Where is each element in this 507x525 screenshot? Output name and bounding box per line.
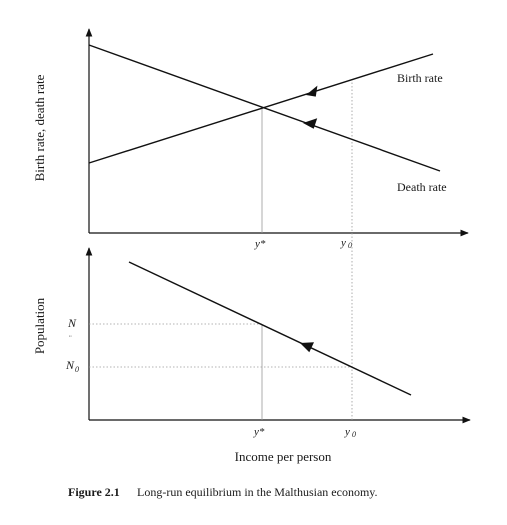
bottom-tick-N0-subscript: 0 bbox=[75, 365, 79, 374]
bottom-tick-N0: N 0 bbox=[65, 358, 79, 374]
bottom-tick-N0-letter: N bbox=[65, 358, 75, 372]
top-tick-y-star: y* bbox=[254, 238, 266, 250]
top-panel: Birth rate Death rate Birth rate, death … bbox=[32, 28, 469, 250]
top-tick-y0: y 0 bbox=[340, 237, 352, 250]
bottom-tick-N: N ¨ bbox=[67, 316, 77, 343]
birth-rate-direction-arrow bbox=[306, 85, 318, 97]
bottom-tick-N-mark: ¨ bbox=[69, 334, 72, 343]
birth-rate-curve bbox=[88, 53, 434, 164]
bottom-tick-y-star: y* bbox=[253, 426, 265, 438]
population-curve bbox=[128, 261, 412, 396]
population-direction-arrow bbox=[300, 342, 314, 353]
top-y-axis-label: Birth rate, death rate bbox=[32, 74, 47, 181]
figure-caption: Figure 2.1 Long-run equilibrium in the M… bbox=[68, 485, 378, 499]
caption-number: Figure 2.1 bbox=[68, 485, 120, 499]
bottom-panel: Population N ¨ N 0 y* y 0 Income per per… bbox=[32, 233, 471, 464]
birth-rate-label: Birth rate bbox=[397, 71, 443, 85]
bottom-tick-y0-subscript: 0 bbox=[352, 430, 356, 439]
caption-text: Long-run equilibrium in the Malthusian e… bbox=[137, 485, 378, 499]
bottom-tick-y0: y 0 bbox=[344, 426, 356, 439]
death-rate-label: Death rate bbox=[397, 180, 447, 194]
bottom-tick-y0-letter: y bbox=[344, 426, 350, 438]
bottom-y-axis-label: Population bbox=[32, 297, 47, 354]
death-rate-curve bbox=[88, 44, 441, 172]
top-tick-y0-letter: y bbox=[340, 237, 346, 249]
bottom-x-axis-label: Income per person bbox=[235, 449, 332, 464]
bottom-tick-N-letter: N bbox=[67, 316, 77, 330]
top-tick-y0-subscript: 0 bbox=[348, 241, 352, 250]
death-rate-direction-arrow bbox=[303, 118, 318, 129]
